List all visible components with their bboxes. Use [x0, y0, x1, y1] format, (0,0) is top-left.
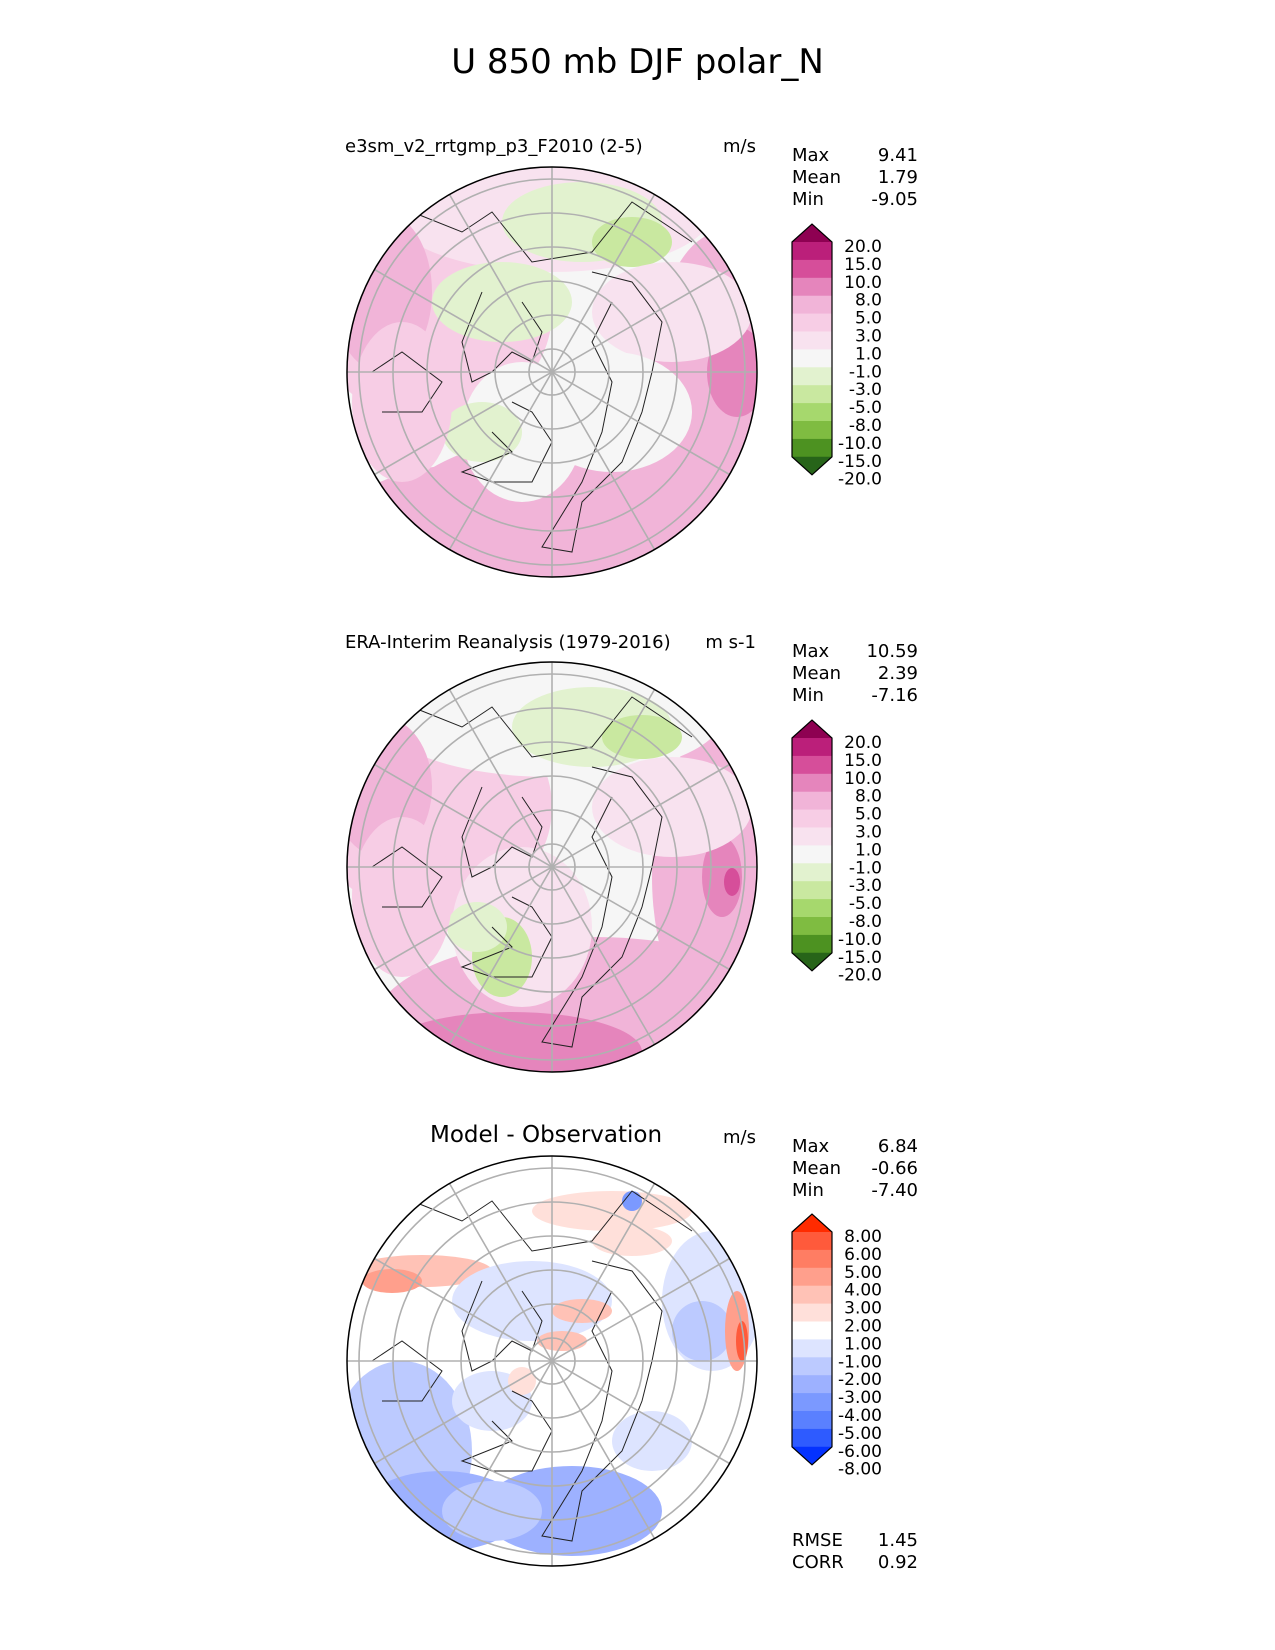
- colorbar-tick-label: -5.0: [849, 894, 882, 914]
- panel-3-min-label: Min: [792, 1180, 824, 1201]
- panel-3-min-value: -7.40: [871, 1180, 918, 1201]
- colorbar-tick-label: -10.0: [838, 434, 882, 454]
- colorbar-tick-label: 4.00: [844, 1281, 882, 1301]
- colorbar-2: 20.015.010.08.05.03.01.0-1.0-3.0-5.0-8.0…: [791, 719, 882, 986]
- map-boundary: [346, 166, 758, 578]
- colorbar-tick-label: 15.0: [844, 255, 882, 275]
- colorbar-1: 20.015.010.08.05.03.01.0-1.0-3.0-5.0-8.0…: [791, 223, 882, 490]
- polar-map-1: [346, 166, 758, 578]
- colorbar-tick-label: 8.0: [855, 291, 882, 311]
- colorbar-tick-label: -3.0: [849, 876, 882, 896]
- field-contours: [347, 662, 757, 1072]
- panel-1-units: m/s: [723, 136, 756, 157]
- panel-2-mean-label: Mean: [792, 663, 842, 684]
- colorbar-tick-label: -1.0: [849, 362, 882, 382]
- colorbar-tick-label: -10.0: [838, 930, 882, 950]
- panel-2-title: ERA-Interim Reanalysis (1979-2016): [345, 632, 671, 653]
- colorbar-tick-label: -5.0: [849, 398, 882, 418]
- panel-3-max-label: Max: [792, 1136, 830, 1157]
- colorbar-tick-label: 10.0: [844, 769, 882, 789]
- panel-3-units: m/s: [723, 1127, 756, 1148]
- panel-2-max-label: Max: [792, 641, 830, 662]
- colorbar-tick-label: 5.0: [855, 309, 882, 329]
- panel-1-max-label: Max: [792, 145, 830, 166]
- panel-3-corr-value: 0.92: [877, 1552, 918, 1573]
- panel-2-mean-value: 2.39: [877, 663, 918, 684]
- panel-3-mean-value: -0.66: [871, 1158, 918, 1179]
- panel-1-min-label: Min: [792, 189, 824, 210]
- colorbar-tick-label: 3.00: [844, 1299, 882, 1319]
- colorbar-tick-label: -15.0: [838, 452, 882, 472]
- colorbar-tick-label: -8.00: [838, 1460, 882, 1480]
- colorbar-3: 8.006.005.004.003.002.001.00-1.00-2.00-3…: [791, 1213, 882, 1480]
- polar-map-2: [346, 661, 758, 1073]
- colorbar-tick-label: -6.00: [838, 1442, 882, 1462]
- colorbar-tick-label: -15.0: [838, 948, 882, 968]
- field-contours: [347, 1156, 757, 1566]
- panel-1-mean-value: 1.79: [877, 167, 918, 188]
- figure-title: U 850 mb DJF polar_N: [451, 42, 824, 82]
- colorbar-tick-label: 1.0: [855, 840, 882, 860]
- graticule: [347, 662, 757, 1072]
- panel-1-max-value: 9.41: [877, 145, 918, 166]
- colorbar-tick-label: -2.00: [838, 1370, 882, 1390]
- panel-3-title: Model - Observation: [430, 1122, 663, 1148]
- colorbar-tick-label: -1.0: [849, 858, 882, 878]
- graticule: [347, 1156, 757, 1566]
- graticule: [347, 167, 757, 577]
- colorbar-tick-label: -20.0: [838, 966, 882, 986]
- panel-2-max-value: 10.59: [866, 641, 918, 662]
- colorbar-tick-label: 20.0: [844, 733, 882, 753]
- colorbar-tick-label: 5.0: [855, 805, 882, 825]
- colorbar-tick-label: 20.0: [844, 237, 882, 257]
- colorbar-tick-label: -3.00: [838, 1388, 882, 1408]
- colorbar-tick-label: -1.00: [838, 1352, 882, 1372]
- colorbar-tick-label: 3.0: [855, 823, 882, 843]
- panel-3-rmse-value: 1.45: [877, 1530, 918, 1551]
- panel-1-min-value: -9.05: [871, 189, 918, 210]
- panel-2-min-label: Min: [792, 685, 824, 706]
- colorbar-tick-label: -4.00: [838, 1406, 882, 1426]
- panel-1-mean-label: Mean: [792, 167, 842, 188]
- map-boundary: [346, 1155, 758, 1567]
- colorbar-tick-label: -5.00: [838, 1424, 882, 1444]
- panel-3-rmse-label: RMSE: [792, 1530, 843, 1551]
- colorbar-tick-label: 5.00: [844, 1263, 882, 1283]
- colorbar-tick-label: 10.0: [844, 273, 882, 293]
- polar-map-3: [346, 1155, 758, 1567]
- colorbar-tick-label: -20.0: [838, 470, 882, 490]
- colorbar-tick-label: 1.0: [855, 344, 882, 364]
- colorbar-tick-label: 2.00: [844, 1317, 882, 1337]
- panel-1-title: e3sm_v2_rrtgmp_p3_F2010 (2-5): [345, 136, 643, 157]
- map-boundary: [346, 661, 758, 1073]
- colorbar-tick-label: -8.0: [849, 416, 882, 436]
- panel-3-max-value: 6.84: [877, 1136, 918, 1157]
- coastlines: [371, 1190, 693, 1542]
- field-contours: [347, 167, 757, 577]
- colorbar-tick-label: -8.0: [849, 912, 882, 932]
- colorbar-tick-label: 1.00: [844, 1334, 882, 1354]
- colorbar-tick-label: 15.0: [844, 751, 882, 771]
- colorbar-tick-label: 8.0: [855, 787, 882, 807]
- panel-2-min-value: -7.16: [871, 685, 918, 706]
- panel-2-units: m s-1: [705, 632, 756, 653]
- colorbar-tick-label: 8.00: [844, 1227, 882, 1247]
- panel-3-corr-label: CORR: [792, 1552, 844, 1573]
- colorbar-tick-label: 6.00: [844, 1245, 882, 1265]
- colorbar-tick-label: -3.0: [849, 380, 882, 400]
- colorbar-tick-label: 3.0: [855, 327, 882, 347]
- panel-3-mean-label: Mean: [792, 1158, 842, 1179]
